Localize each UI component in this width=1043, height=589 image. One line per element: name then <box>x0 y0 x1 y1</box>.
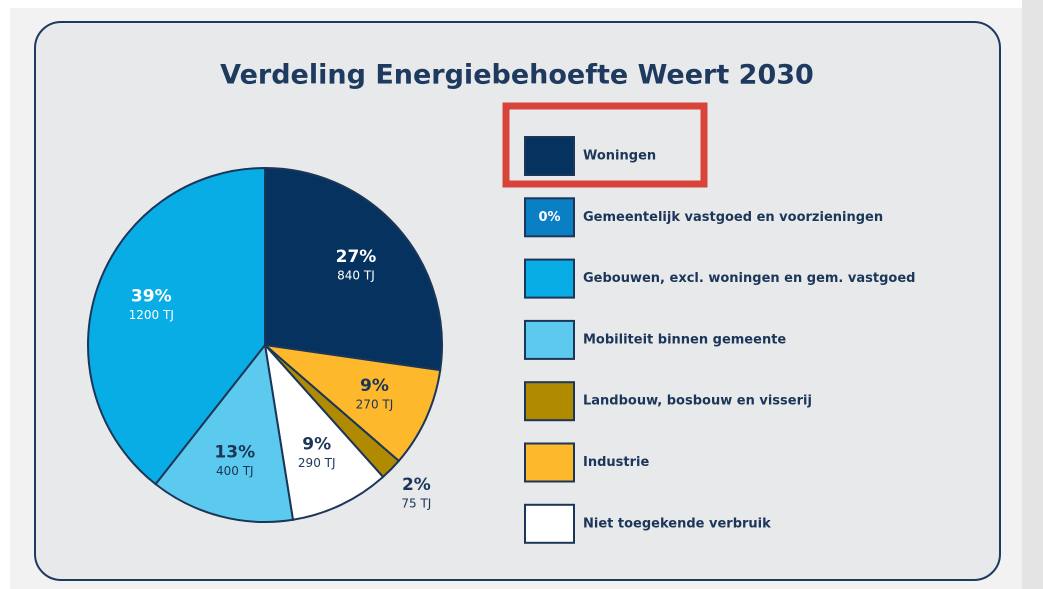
legend-swatch <box>524 136 575 176</box>
legend-label: Niet toegekende verbruik <box>583 516 771 531</box>
slice-label: 39% <box>131 287 172 307</box>
legend-swatch <box>524 381 575 422</box>
legend-label: Woningen <box>583 149 656 164</box>
legend-swatch <box>524 319 575 360</box>
legend-label: Gemeentelijk vastgoed en voorzieningen <box>583 210 883 225</box>
slice-sublabel: 400 TJ <box>216 464 254 478</box>
slice-sublabel: 290 TJ <box>298 456 336 470</box>
highlight-box <box>502 102 708 188</box>
legend: Woningen Gemeentelijk vastgoed en voorzie… <box>524 136 915 544</box>
top-margin <box>0 0 1043 8</box>
pie-slice <box>261 343 442 463</box>
slice-label: 9% <box>360 376 389 396</box>
legend-swatch <box>524 197 575 238</box>
slice-sublabel: 840 TJ <box>337 269 375 283</box>
slice-label: 2% <box>402 475 431 495</box>
legend-swatch <box>524 503 575 544</box>
slice-sublabel: 75 TJ <box>401 496 431 510</box>
legend-label: Gebouwen, excl. woningen en gem. vastgoe… <box>583 271 915 286</box>
chart-title: Verdeling Energiebehoefte Weert 2030 <box>220 60 814 91</box>
slice-label: 27% <box>336 247 377 267</box>
slice-sublabel: 270 TJ <box>356 397 394 411</box>
right-strip <box>1022 0 1043 589</box>
legend-label: Landbouw, bosbouw en visserij <box>583 394 812 409</box>
legend-swatch <box>524 258 575 299</box>
left-margin <box>0 0 10 589</box>
legend-label: Mobiliteit binnen gemeente <box>583 332 786 347</box>
legend-swatch <box>524 442 575 483</box>
slice-label: 9% <box>302 435 331 455</box>
slice-sublabel: 1200 TJ <box>129 308 174 322</box>
legend-label: Industrie <box>583 455 649 470</box>
legend-value: 0% <box>538 210 560 225</box>
pie-slice <box>264 166 443 372</box>
pie-slice <box>154 342 295 523</box>
pie-slice <box>263 341 385 521</box>
pie-slice <box>87 166 266 486</box>
slice-label: 13% <box>214 443 255 463</box>
